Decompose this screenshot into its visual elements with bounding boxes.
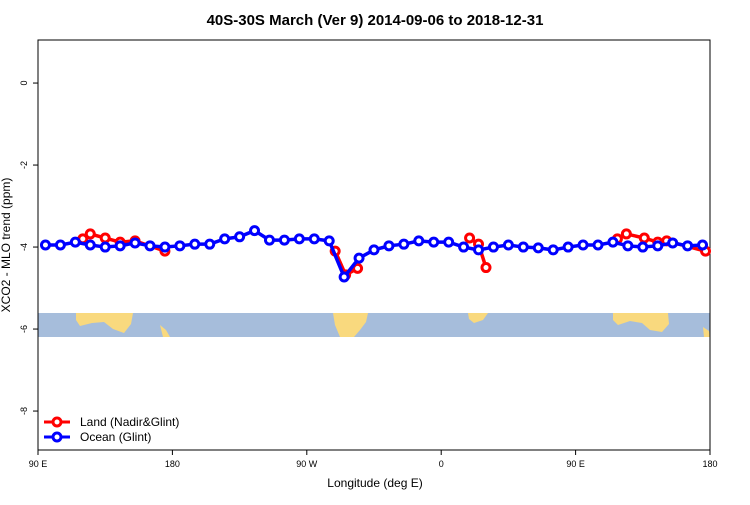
y-tick-label: 0 <box>19 81 29 86</box>
data-point <box>263 234 275 246</box>
data-point <box>383 240 395 252</box>
data-point <box>174 240 186 252</box>
land-shape <box>468 313 488 323</box>
y-axis-label: XCO2 - MLO trend (ppm) <box>0 178 13 313</box>
data-point <box>652 240 664 252</box>
data-point <box>697 239 709 251</box>
data-point <box>308 233 320 245</box>
data-point <box>99 232 111 244</box>
data-point <box>464 232 476 244</box>
data-point <box>338 271 350 283</box>
legend-label: Ocean (Glint) <box>80 430 151 444</box>
data-point <box>532 242 544 254</box>
ocean-strip <box>38 313 710 337</box>
data-point <box>398 238 410 250</box>
x-axis-label: Longitude (deg E) <box>327 476 422 490</box>
y-tick-label: -6 <box>19 325 29 333</box>
data-point <box>620 228 632 240</box>
y-tick-label: -8 <box>19 407 29 415</box>
series <box>39 225 709 283</box>
data-point <box>234 231 246 243</box>
data-point <box>84 228 96 240</box>
data-point <box>458 241 470 253</box>
y-tick-label: -2 <box>19 161 29 169</box>
plot-frame <box>37 39 711 451</box>
data-point <box>219 233 231 245</box>
data-point <box>352 262 364 274</box>
chart-title: 40S-30S March (Ver 9) 2014-09-06 to 2018… <box>207 12 544 29</box>
data-point <box>480 262 492 274</box>
x-tick-label: 180 <box>702 459 717 469</box>
data-point <box>577 239 589 251</box>
data-point <box>278 234 290 246</box>
land-shape <box>703 327 710 337</box>
data-point <box>487 241 499 253</box>
x-tick-label: 180 <box>165 459 180 469</box>
legend-marker <box>51 431 63 443</box>
x-tick-label: 90 W <box>296 459 318 469</box>
data-point <box>547 244 559 256</box>
x-tick-label: 0 <box>439 459 444 469</box>
land-shape <box>613 313 669 332</box>
data-point <box>473 244 485 256</box>
map-strip <box>38 313 710 337</box>
data-point <box>443 236 455 248</box>
x-tick-label: 90 E <box>29 459 48 469</box>
data-point <box>682 240 694 252</box>
data-point <box>129 237 141 249</box>
data-point <box>84 239 96 251</box>
data-point <box>293 233 305 245</box>
data-point <box>562 241 574 253</box>
data-point <box>368 244 380 256</box>
land-shape <box>333 313 368 337</box>
data-point <box>502 239 514 251</box>
data-point <box>667 237 679 249</box>
data-point <box>249 225 261 237</box>
data-point <box>638 232 650 244</box>
data-point <box>159 241 171 253</box>
data-point <box>637 241 649 253</box>
legend: Land (Nadir&Glint)Ocean (Glint) <box>44 415 179 444</box>
land-shape <box>160 325 170 337</box>
data-point <box>517 241 529 253</box>
data-point <box>204 238 216 250</box>
y-tick-label: -4 <box>19 243 29 251</box>
data-point <box>428 236 440 248</box>
data-point <box>54 239 66 251</box>
data-point <box>323 235 335 247</box>
data-point <box>144 240 156 252</box>
data-point <box>622 240 634 252</box>
data-point <box>189 238 201 250</box>
data-point <box>607 236 619 248</box>
x-tick-label: 90 E <box>566 459 585 469</box>
data-point <box>413 235 425 247</box>
legend-marker <box>51 416 63 428</box>
data-point <box>69 236 81 248</box>
data-point <box>114 240 126 252</box>
data-point <box>39 239 51 251</box>
legend-label: Land (Nadir&Glint) <box>80 415 179 429</box>
data-point <box>353 252 365 264</box>
land-shape <box>76 313 133 333</box>
data-point <box>99 241 111 253</box>
data-point <box>592 239 604 251</box>
